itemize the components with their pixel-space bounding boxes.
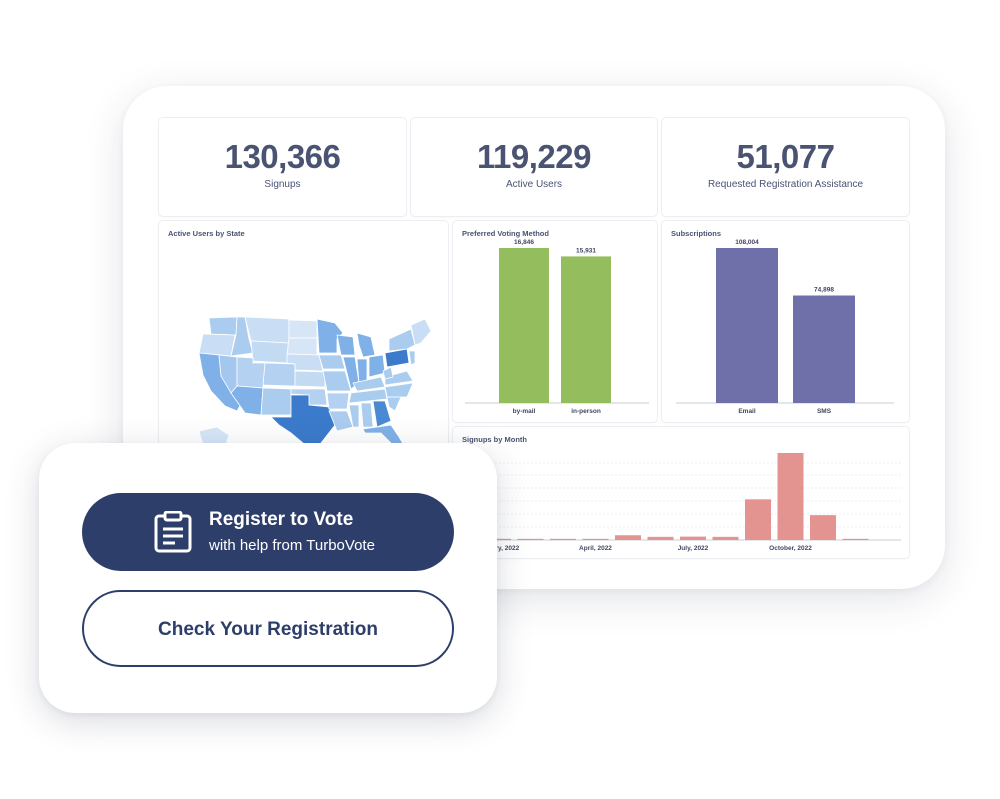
bar	[561, 256, 611, 403]
x-tick-label: Email	[738, 408, 756, 415]
state-south-carolina	[386, 396, 402, 412]
stat-card-active-users: 119,229 Active Users	[411, 118, 657, 216]
x-tick-label: July, 2022	[678, 545, 709, 552]
subscriptions-card: Subscriptions 108,004 Email 74,898 SMS	[662, 221, 909, 422]
x-tick-label: SMS	[817, 408, 832, 415]
clipboard-icon	[154, 511, 192, 553]
subscriptions-title: Subscriptions	[671, 229, 722, 238]
state-kansas	[294, 370, 326, 388]
state-new-york	[388, 328, 416, 352]
x-tick-label: January, 2022	[477, 545, 520, 552]
bar	[499, 248, 549, 403]
state-mississippi	[348, 404, 360, 428]
bar-data-label: 108,004	[735, 239, 759, 246]
state-alabama	[360, 402, 374, 428]
state-missouri	[322, 370, 352, 392]
state-oregon	[198, 333, 236, 357]
state-georgia	[372, 400, 392, 428]
register-title: Register to Vote	[209, 509, 354, 530]
state-michigan	[356, 332, 376, 358]
state-minnesota	[316, 318, 344, 354]
state-pennsylvania	[384, 348, 410, 368]
state-south-dakota	[286, 337, 318, 356]
stat-label: Active Users	[505, 179, 563, 190]
stat-card-signups: 130,366 Signups	[159, 118, 406, 216]
bar	[793, 295, 855, 403]
map-title: Active Users by State	[168, 229, 245, 238]
state-arizona	[230, 385, 264, 416]
us-map	[198, 316, 432, 457]
state-washington	[208, 316, 238, 336]
state-colorado	[262, 362, 296, 387]
state-north-dakota	[288, 319, 318, 339]
register-subtitle: with help from TurboVote	[209, 537, 375, 554]
state-west-virginia	[382, 366, 394, 380]
voting-method-title: Preferred Voting Method	[462, 229, 549, 238]
stat-value: 119,229	[477, 138, 591, 175]
bar	[582, 538, 609, 540]
state-indiana	[356, 358, 368, 384]
state-new-jersey	[408, 350, 416, 366]
us-states	[198, 316, 432, 457]
bar	[810, 515, 836, 540]
cta-panel: Register to Vote with help from TurboVot…	[39, 443, 497, 713]
state-ohio	[368, 354, 386, 378]
state-iowa	[318, 354, 346, 370]
check-registration-button[interactable]: Check Your Registration	[82, 590, 454, 667]
bar	[745, 499, 771, 540]
bar-data-label: 74,898	[814, 287, 834, 294]
stat-label: Requested Registration Assistance	[707, 179, 864, 190]
signups-month-card: Signups by Month 10,000000000January, 20…	[453, 427, 909, 558]
voting-method-card: Preferred Voting Method 16,846 by-mail 15,…	[453, 221, 657, 422]
state-new-mexico	[260, 387, 292, 416]
state-new-england	[410, 318, 432, 346]
bar	[842, 538, 869, 540]
x-tick-label: by-mail	[513, 408, 536, 415]
stat-value: 51,077	[736, 138, 835, 175]
state-montana	[244, 316, 290, 344]
bar	[647, 536, 674, 540]
stat-value: 130,366	[224, 138, 341, 175]
bar	[517, 538, 544, 540]
bar	[712, 536, 739, 540]
state-arkansas	[326, 392, 350, 410]
bar	[716, 248, 778, 403]
bar-data-label: 16,846	[514, 239, 534, 246]
state-wisconsin	[336, 334, 356, 356]
state-north-carolina	[384, 382, 414, 398]
bar	[680, 536, 706, 540]
x-tick-label: in-person	[571, 408, 601, 415]
bar	[777, 453, 804, 540]
bar	[615, 535, 641, 540]
bar	[485, 538, 511, 540]
dashboard-panel: 130,366 Signups 119,229 Active Users 51,…	[123, 86, 945, 589]
state-virginia	[384, 370, 414, 386]
state-louisiana	[328, 410, 354, 432]
map-card: Active Users by State	[159, 221, 448, 459]
bar	[550, 538, 576, 540]
state-wyoming	[250, 340, 290, 364]
x-tick-label: April, 2022	[579, 545, 612, 552]
bar-data-label: 15,931	[576, 247, 596, 254]
stat-card-registration-assistance: 51,077 Requested Registration Assistance	[662, 118, 909, 216]
subscriptions-chart: 108,004 Email 74,898 SMS	[676, 239, 894, 415]
register-to-vote-button[interactable]: Register to Vote with help from TurboVot…	[82, 493, 454, 571]
voting-method-chart: 16,846 by-mail 15,931 in-person	[465, 239, 649, 415]
x-tick-label: October, 2022	[769, 545, 812, 552]
check-registration-label: Check Your Registration	[158, 619, 378, 640]
signups-month-title: Signups by Month	[462, 435, 527, 444]
stat-label: Signups	[264, 179, 301, 190]
